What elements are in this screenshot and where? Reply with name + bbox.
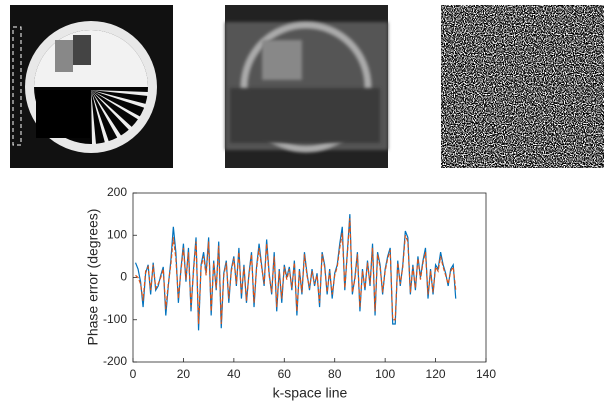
- image-difference: [441, 5, 604, 168]
- image-reconstruction: [225, 5, 388, 168]
- series-line: [134, 214, 457, 331]
- y-axis-label: Phase error (degrees): [85, 209, 101, 346]
- y-tick-label: -100: [103, 312, 127, 326]
- x-tick-label: 100: [375, 367, 395, 381]
- x-tick-label: 40: [227, 367, 241, 381]
- y-tick-label: 200: [107, 185, 127, 199]
- y-tick-label: 0: [120, 270, 127, 284]
- y-tick-label: 100: [107, 227, 127, 241]
- x-tick-label: 60: [278, 367, 292, 381]
- x-tick-label: 140: [476, 367, 496, 381]
- x-tick-label: 20: [177, 367, 191, 381]
- x-tick-label: 120: [426, 367, 446, 381]
- x-tick-label: 80: [328, 367, 342, 381]
- y-tick-label: -200: [103, 354, 127, 368]
- image-reference: [10, 5, 173, 168]
- series-line: [135, 218, 457, 325]
- x-axis-label: k-space line: [273, 385, 348, 401]
- x-tick-label: 0: [130, 367, 137, 381]
